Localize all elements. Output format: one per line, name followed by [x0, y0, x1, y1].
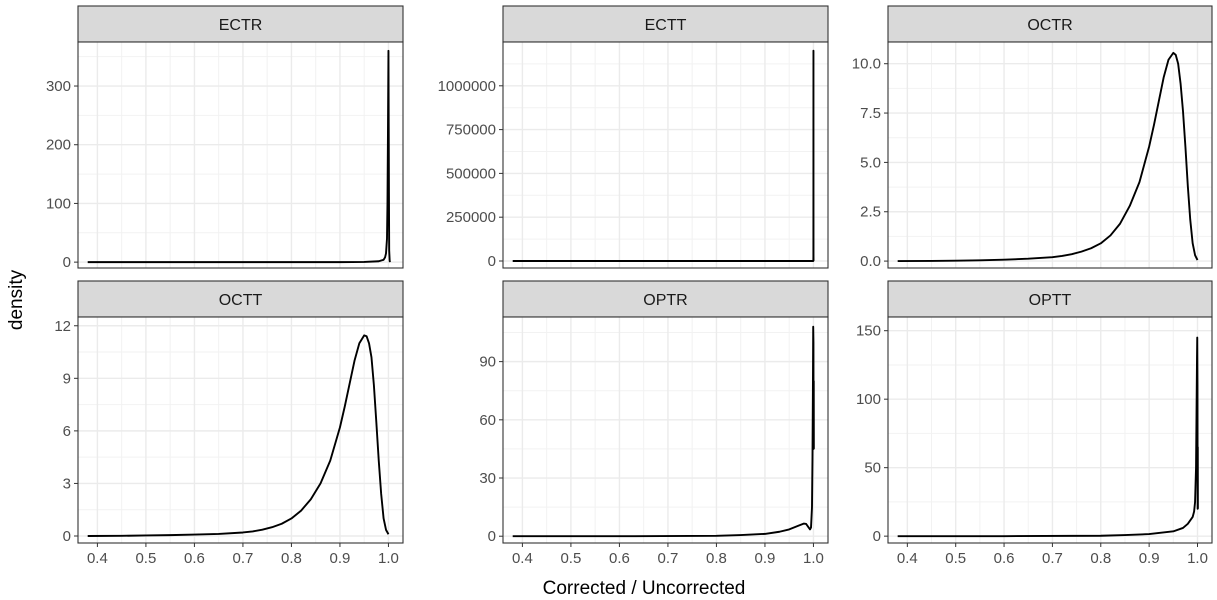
y-tick-label: 0 — [488, 528, 496, 545]
y-tick-label: 5.0 — [860, 154, 881, 171]
y-tick-label: 30 — [479, 470, 496, 487]
panel-strip-label: ECTT — [645, 17, 687, 34]
x-tick-label: 0.4 — [512, 550, 533, 567]
x-tick-label: 0.8 — [706, 550, 727, 567]
y-tick-label: 2.5 — [860, 204, 881, 221]
x-tick-label: 0.4 — [87, 550, 108, 567]
panel-border — [77, 316, 404, 544]
y-tick-label: 100 — [46, 195, 71, 212]
y-axis-title: density — [6, 269, 27, 330]
x-tick-label: 0.5 — [945, 550, 966, 567]
x-tick-label: 0.6 — [994, 550, 1015, 567]
panel-background — [78, 42, 403, 268]
x-tick-label: 0.7 — [1042, 550, 1063, 567]
density-line — [897, 51, 1199, 263]
panel-border — [502, 316, 829, 544]
panel-background — [78, 317, 403, 543]
y-tick-label: 750000 — [446, 122, 496, 139]
panel-ectt: ECTT 0 250000 500000 750000 1000000 — [438, 5, 829, 270]
y-tick-label: 500000 — [446, 165, 496, 182]
y-tick-label: 7.5 — [860, 105, 881, 122]
y-tick-label: 0.0 — [860, 253, 881, 270]
panel-ectr: ECTR 0 100 200 300 — [46, 5, 404, 271]
panel-octt: OCTT 0 3 6 9 12 0.4 0.5 0.6 0.7 0.8 0.9 1.0 — [54, 280, 404, 567]
density-line — [512, 325, 815, 538]
panel-background — [888, 317, 1212, 543]
density-line — [87, 49, 391, 264]
y-tick-label: 3 — [63, 475, 71, 492]
y-tick-label: 6 — [63, 423, 71, 440]
x-tick-label: 0.9 — [755, 550, 776, 567]
x-tick-label: 0.5 — [560, 550, 581, 567]
panel-optr: OPTR 0 30 60 90 0.4 0.5 0.6 0.7 0.8 0.9 1.0 — [479, 280, 829, 567]
y-tick-label: 0 — [63, 254, 71, 271]
y-tick-label: 100 — [856, 391, 881, 408]
y-tick-label: 50 — [864, 460, 881, 477]
x-tick-label: 1.0 — [803, 550, 824, 567]
panel-border — [887, 41, 1213, 269]
y-tick-label: 150 — [856, 323, 881, 340]
panel-octr: OCTR 0.0 2.5 5.0 7.5 10.0 — [852, 5, 1213, 270]
panel-border — [77, 41, 404, 269]
x-tick-label: 0.9 — [330, 550, 351, 567]
x-tick-label: 0.8 — [281, 550, 302, 567]
y-tick-label: 60 — [479, 412, 496, 429]
y-tick-label: 0 — [488, 253, 496, 270]
panel-background — [503, 42, 828, 268]
panel-background — [503, 317, 828, 543]
panel-border — [502, 41, 829, 269]
panel-strip-label: OCTT — [219, 292, 263, 309]
x-tick-label: 1.0 — [378, 550, 399, 567]
x-tick-label: 0.4 — [897, 550, 918, 567]
y-tick-label: 300 — [46, 78, 71, 95]
panel-strip-label: OPTR — [643, 292, 687, 309]
x-axis-title: Corrected / Uncorrected — [543, 578, 746, 599]
y-tick-label: 1000000 — [438, 78, 496, 95]
x-tick-label: 0.7 — [232, 550, 253, 567]
y-tick-label: 12 — [54, 318, 71, 335]
panel-strip — [502, 5, 829, 43]
density-line — [512, 49, 815, 262]
panel-optt: OPTT 0 50 100 150 0.4 0.5 0.6 0.7 0.8 0.9 1.0 — [856, 280, 1213, 567]
panel-strip — [77, 5, 404, 43]
panel-border — [887, 316, 1213, 544]
panel-strip — [77, 280, 404, 318]
panel-strip-label: OPTT — [1029, 292, 1072, 309]
x-tick-label: 0.6 — [184, 550, 205, 567]
panel-background — [888, 42, 1212, 268]
panel-strip — [887, 5, 1213, 43]
y-tick-label: 90 — [479, 354, 496, 371]
x-tick-label: 0.8 — [1090, 550, 1111, 567]
x-tick-label: 1.0 — [1187, 550, 1208, 567]
panel-strip-label: OCTR — [1027, 17, 1072, 34]
y-tick-label: 10.0 — [852, 56, 881, 73]
panels-layer: ECTR0100200300ECTT0250000500000750000100… — [46, 5, 1213, 567]
x-tick-label: 0.7 — [657, 550, 678, 567]
density-line — [87, 334, 390, 537]
y-tick-label: 200 — [46, 137, 71, 154]
density-line — [897, 336, 1199, 538]
y-tick-label: 9 — [63, 370, 71, 387]
x-tick-label: 0.5 — [135, 550, 156, 567]
x-tick-label: 0.9 — [1139, 550, 1160, 567]
y-tick-label: 250000 — [446, 209, 496, 226]
y-tick-label: 0 — [873, 528, 881, 545]
panel-strip-label: ECTR — [219, 17, 263, 34]
y-tick-label: 0 — [63, 528, 71, 545]
x-tick-label: 0.6 — [609, 550, 630, 567]
